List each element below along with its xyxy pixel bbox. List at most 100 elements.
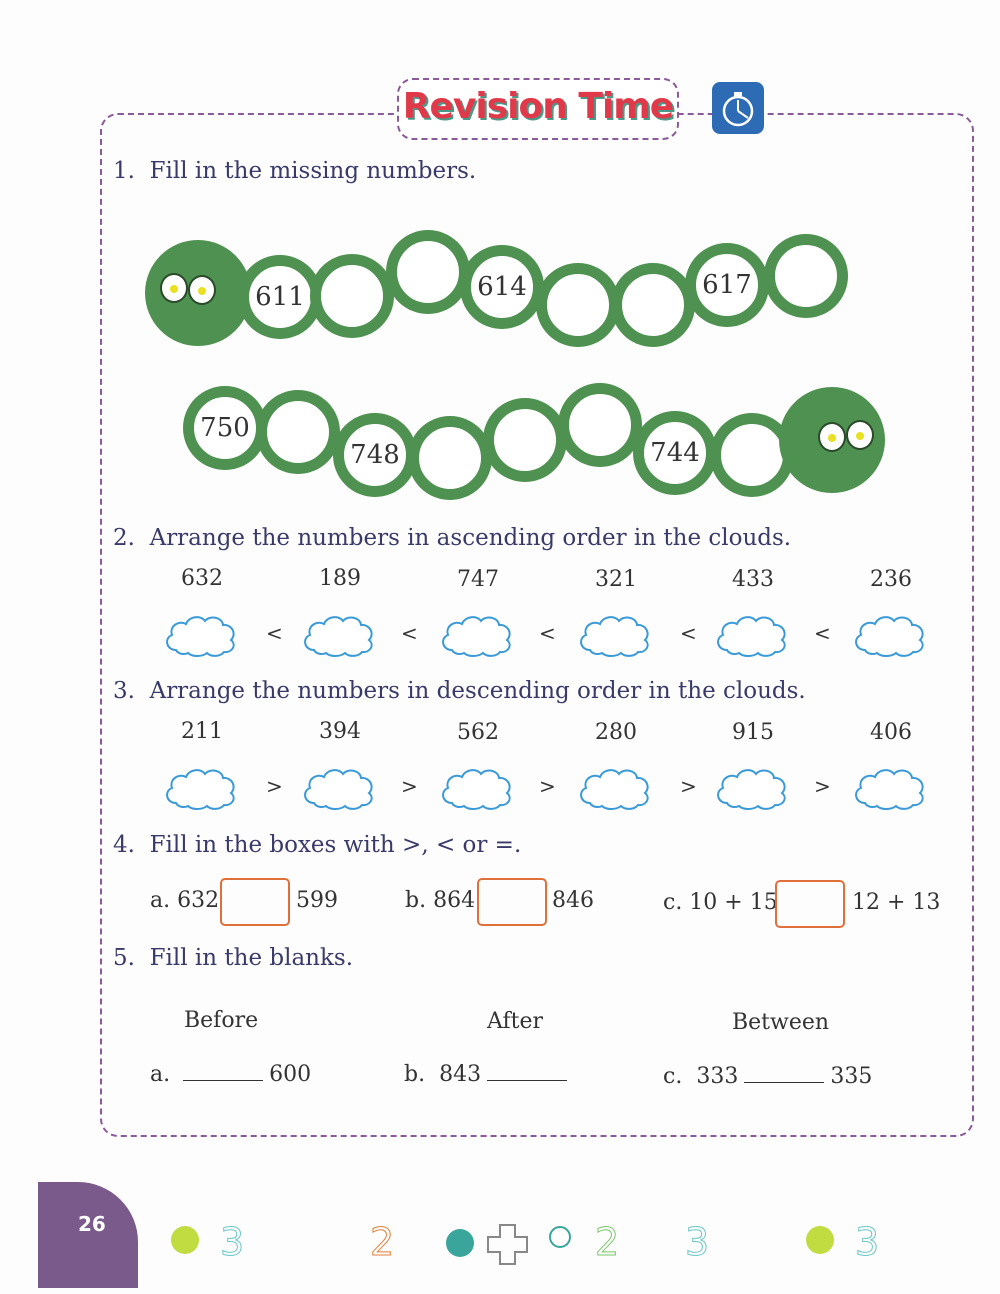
page-title: Revision Time [402,86,674,127]
question-3: 3. Arrange the numbers in descending ord… [113,678,806,704]
comparison-sign: > [814,774,831,798]
answer-cloud[interactable] [851,763,931,813]
blank-c: c. 333 335 [663,1064,872,1089]
item-letter: b. [404,1062,426,1087]
caterpillar-segment[interactable]: 614 [460,245,544,329]
question-number: 1. [113,158,135,184]
given-number: 189 [319,566,361,591]
caterpillar-segment[interactable] [558,383,642,467]
question-number: 2. [113,525,135,551]
question-4: 4. Fill in the boxes with >, < or =. [113,832,521,858]
caterpillar-segment[interactable] [386,230,470,314]
comparison-sign: < [814,621,831,645]
answer-cloud[interactable] [713,610,793,660]
given-number: 915 [732,720,774,745]
comparison-sign: < [539,621,556,645]
caterpillar-segment[interactable] [611,263,695,347]
eye [188,275,216,305]
question-text: Fill in the boxes with >, < or =. [149,832,522,858]
caterpillar-segment[interactable]: 611 [238,255,322,339]
question-text: Fill in the blanks. [149,945,354,971]
svg-text:3: 3 [855,1220,879,1264]
item-number: 333 [696,1064,739,1089]
question-number: 3. [113,678,135,704]
compare-c-left: c. 10 + 15 [663,890,778,915]
svg-text:3: 3 [220,1220,244,1264]
caterpillar-segment[interactable]: 617 [685,243,769,327]
question-1: 1. Fill in the missing numbers. [113,158,476,184]
answer-cloud[interactable] [576,763,656,813]
question-text: Arrange the numbers in ascending order i… [149,525,792,551]
caterpillar-segment[interactable] [483,398,567,482]
header-after: After [487,1009,544,1034]
answer-cloud[interactable] [300,763,380,813]
caterpillar-segment[interactable] [408,416,492,500]
item-number: 600 [269,1062,312,1087]
answer-cloud[interactable] [576,610,656,660]
given-number: 747 [457,567,499,592]
caterpillar-segment[interactable] [256,390,340,474]
blank-b: b. 843 [404,1062,573,1087]
svg-text:3: 3 [685,1220,709,1264]
stopwatch-icon [712,82,764,134]
item-number: 843 [439,1062,482,1087]
item-letter: c. [663,1064,683,1089]
answer-cloud[interactable] [438,763,518,813]
caterpillar-segment[interactable] [536,263,620,347]
compare-box-b[interactable] [477,878,547,926]
comparison-sign: < [266,621,283,645]
given-number: 562 [457,720,499,745]
header-before: Before [184,1008,259,1033]
answer-cloud[interactable] [713,763,793,813]
compare-a-left: a. 632 [150,888,220,913]
compare-box-a[interactable] [220,878,290,926]
given-number: 394 [319,719,361,744]
svg-text:2: 2 [370,1220,394,1264]
question-number: 4. [113,832,135,858]
comparison-sign: > [266,774,283,798]
page-number: 26 [78,1212,106,1236]
given-number: 321 [595,567,637,592]
given-number: 211 [181,719,223,744]
caterpillar-segment[interactable] [310,254,394,338]
caterpillar-segment[interactable]: 750 [183,386,267,470]
svg-text:2: 2 [595,1220,619,1264]
answer-cloud[interactable] [162,763,242,813]
answer-cloud[interactable] [162,610,242,660]
question-2: 2. Arrange the numbers in ascending orde… [113,525,791,551]
answer-cloud[interactable] [438,610,518,660]
comparison-sign: > [539,774,556,798]
eye [160,273,188,303]
eye [818,422,846,452]
header-between: Between [732,1010,830,1035]
blank-line[interactable] [744,1082,825,1083]
page-number-badge: 26 [38,1182,138,1288]
question-text: Fill in the missing numbers. [149,158,477,184]
item-letter: a. [150,1062,171,1087]
caterpillar-segment[interactable] [764,234,848,318]
blank-line[interactable] [183,1080,264,1081]
blank-line[interactable] [487,1080,568,1081]
blank-a: a. 600 [150,1062,311,1087]
item-number: 335 [830,1064,873,1089]
compare-box-c[interactable] [775,880,845,928]
math-doodles-decoration: 3 2 2 3 3 [171,1220,880,1265]
comparison-sign: < [680,621,697,645]
question-text: Arrange the numbers in descending order … [149,678,806,704]
comparison-sign: > [680,774,697,798]
comparison-sign: < [401,621,418,645]
caterpillar-segment[interactable]: 748 [333,413,417,497]
answer-cloud[interactable] [851,610,931,660]
compare-c-right: 12 + 13 [852,890,941,915]
given-number: 236 [870,567,912,592]
title-box: Revision Time [397,78,679,140]
caterpillar-head [145,240,251,346]
compare-b-right: 846 [552,888,594,913]
comparison-sign: > [401,774,418,798]
given-number: 632 [181,566,223,591]
compare-b-left: b. 864 [405,888,476,913]
answer-cloud[interactable] [300,610,380,660]
caterpillar-segment[interactable]: 744 [633,411,717,495]
question-number: 5. [113,945,135,971]
